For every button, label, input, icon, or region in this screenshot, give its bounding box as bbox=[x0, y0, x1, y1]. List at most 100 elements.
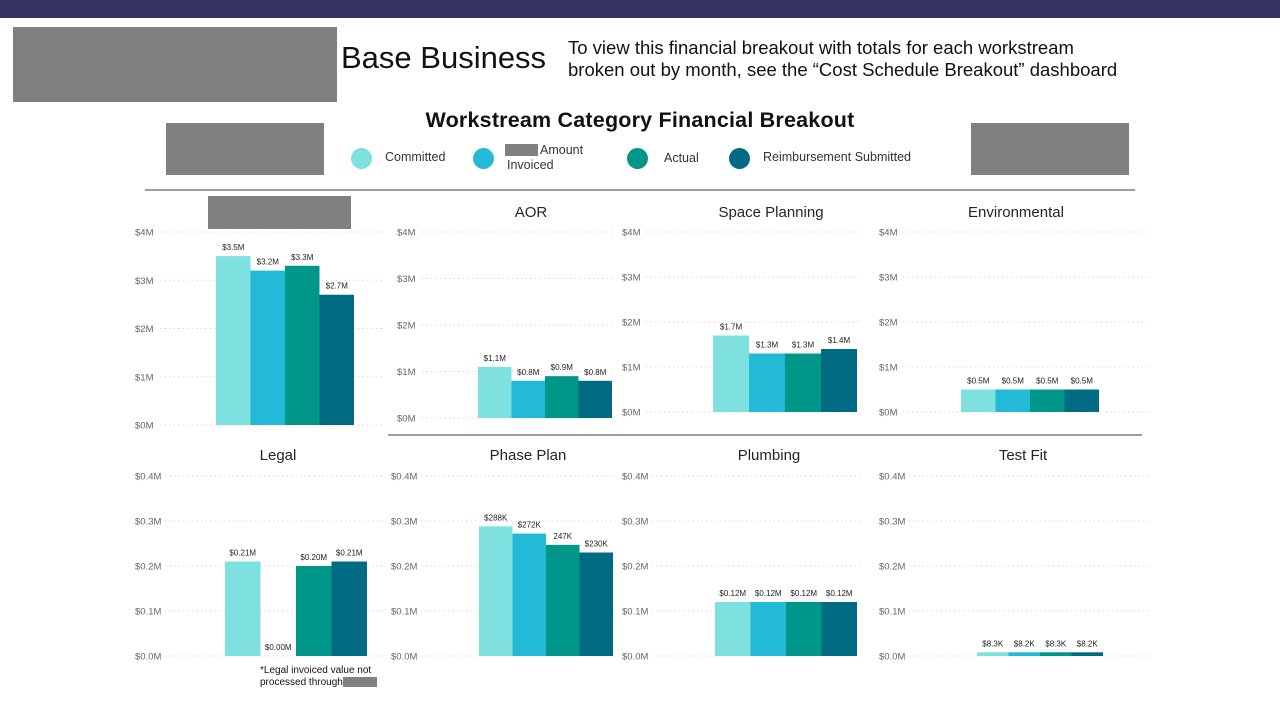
y-tick-label: $0.4M bbox=[622, 472, 648, 483]
bar-committed bbox=[216, 256, 251, 425]
y-tick-label: $0.2M bbox=[622, 562, 648, 573]
legend-label-actual: Actual bbox=[664, 151, 699, 165]
bar-committed bbox=[225, 561, 261, 656]
bar-reimbursement-submitted bbox=[1064, 389, 1099, 412]
y-tick-label: $2M bbox=[622, 318, 641, 329]
bar-amount-invoiced bbox=[749, 353, 785, 412]
bar-amount-invoiced bbox=[750, 602, 786, 656]
page-title: Base Business bbox=[341, 40, 547, 75]
y-tick-label: $0.4M bbox=[135, 472, 161, 483]
top-banner bbox=[0, 0, 1280, 18]
y-tick-label: $4M bbox=[622, 228, 641, 239]
y-tick-label: $0M bbox=[879, 408, 898, 419]
bar-amount-invoiced bbox=[995, 389, 1030, 412]
y-tick-label: $0.0M bbox=[879, 652, 905, 663]
y-tick-label: $0.3M bbox=[622, 517, 648, 528]
bar-actual bbox=[785, 353, 821, 412]
bar-actual bbox=[545, 376, 579, 418]
data-label: $1.3M bbox=[792, 341, 815, 350]
data-label: $0.21M bbox=[229, 549, 256, 558]
legend-swatch-committed bbox=[351, 148, 372, 169]
bar-reimbursement-submitted bbox=[578, 380, 612, 418]
panel-title: Legal bbox=[260, 447, 297, 464]
bar-actual bbox=[285, 265, 320, 425]
data-label: $272K bbox=[518, 521, 542, 530]
y-tick-label: $0M bbox=[397, 414, 416, 425]
redacted-footnote-word bbox=[342, 677, 377, 688]
legal-footnote: *Legal invoiced value not processed thro… bbox=[260, 665, 377, 689]
data-label: $0.8M bbox=[517, 368, 540, 377]
panel-title: Phase Plan bbox=[490, 447, 567, 464]
y-tick-label: $2M bbox=[135, 324, 154, 335]
bar-reimbursement-submitted bbox=[821, 349, 857, 412]
y-tick-label: $4M bbox=[135, 228, 154, 239]
bar-committed bbox=[478, 366, 512, 418]
data-label: $8.3K bbox=[1045, 639, 1067, 648]
bar-reimbursement-submitted bbox=[319, 294, 354, 425]
panel-title: Space Planning bbox=[718, 204, 823, 221]
y-tick-label: $0.1M bbox=[622, 607, 648, 618]
legend-swatch-reimbursement bbox=[729, 148, 750, 169]
y-tick-label: $0.3M bbox=[135, 517, 161, 528]
y-tick-label: $2M bbox=[397, 321, 416, 332]
bar-actual bbox=[296, 566, 332, 656]
legend-label-reimbursement: Reimbursement Submitted bbox=[763, 150, 911, 164]
y-tick-label: $4M bbox=[397, 228, 416, 239]
bar-committed bbox=[479, 526, 513, 656]
y-tick-label: $3M bbox=[622, 273, 641, 284]
panel-title: Test Fit bbox=[999, 447, 1048, 464]
y-tick-label: $0.2M bbox=[879, 562, 905, 573]
y-tick-label: $0.1M bbox=[879, 607, 905, 618]
data-label: $0.8M bbox=[584, 368, 607, 377]
data-label: $8.3K bbox=[982, 639, 1004, 648]
y-tick-label: $0M bbox=[135, 421, 154, 432]
redacted-panel-title bbox=[208, 196, 351, 229]
data-label: $0.12M bbox=[755, 589, 782, 598]
redacted-filter-right bbox=[971, 123, 1129, 175]
legend-label-invoiced: Invoiced bbox=[507, 158, 554, 172]
y-tick-label: $0.4M bbox=[879, 472, 905, 483]
data-label: $0.00M bbox=[265, 643, 292, 652]
data-label: $0.20M bbox=[300, 553, 327, 562]
y-tick-label: $0.2M bbox=[391, 562, 417, 573]
data-label: $3.2M bbox=[257, 258, 280, 267]
data-label: $0.5M bbox=[967, 377, 990, 386]
data-label: $0.12M bbox=[719, 589, 746, 598]
y-tick-label: $4M bbox=[879, 228, 898, 239]
bar-reimbursement-submitted bbox=[331, 561, 367, 656]
bar-reimbursement-submitted bbox=[1071, 652, 1103, 656]
legend-swatch-amount-invoiced bbox=[473, 148, 494, 169]
divider-top bbox=[145, 189, 1135, 191]
y-tick-label: $0.1M bbox=[391, 607, 417, 618]
panel-title: Environmental bbox=[968, 204, 1064, 221]
bar-amount-invoiced bbox=[512, 533, 546, 656]
data-label: $3.3M bbox=[291, 253, 314, 262]
y-tick-label: $0.4M bbox=[391, 472, 417, 483]
data-label: $0.12M bbox=[826, 589, 853, 598]
redacted-logo bbox=[13, 27, 337, 102]
data-label: $230K bbox=[585, 540, 609, 549]
bar-committed bbox=[713, 335, 749, 412]
bar-committed bbox=[961, 389, 996, 412]
y-tick-label: $3M bbox=[397, 274, 416, 285]
y-tick-label: $2M bbox=[879, 318, 898, 329]
legend-label-amount: Amount bbox=[540, 143, 584, 157]
data-label: $1.4M bbox=[828, 336, 851, 345]
data-label: $3.5M bbox=[222, 243, 245, 252]
footnote-line-1: *Legal invoiced value not bbox=[260, 665, 372, 676]
data-label: 247K bbox=[553, 532, 572, 541]
y-tick-label: $3M bbox=[135, 276, 154, 287]
data-label: $8.2K bbox=[1014, 639, 1036, 648]
panel-title: AOR bbox=[515, 204, 548, 221]
bar-actual bbox=[1040, 652, 1072, 656]
divider-middle bbox=[388, 434, 1142, 436]
data-label: $0.21M bbox=[336, 549, 363, 558]
y-tick-label: $1M bbox=[622, 363, 641, 374]
data-label: $1.3M bbox=[756, 341, 779, 350]
y-tick-label: $0.0M bbox=[135, 652, 161, 663]
data-label: $288K bbox=[484, 513, 508, 522]
data-label: $1.1M bbox=[484, 354, 507, 363]
y-tick-label: $0.0M bbox=[622, 652, 648, 663]
bar-actual bbox=[1030, 389, 1065, 412]
